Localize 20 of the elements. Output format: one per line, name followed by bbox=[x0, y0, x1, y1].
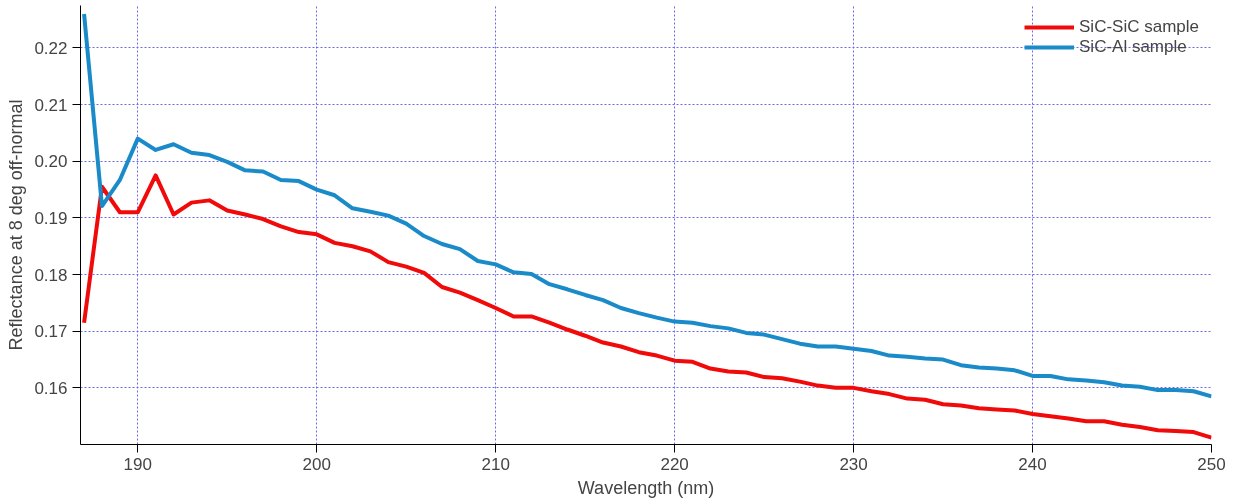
x-axis-title: Wavelength (nm) bbox=[577, 477, 715, 498]
x-tick-label: 200 bbox=[302, 454, 331, 474]
y-tick-label: 0.16 bbox=[34, 378, 68, 398]
x-tick-label: 210 bbox=[481, 454, 510, 474]
line-series bbox=[82, 173, 1212, 440]
x-tick-label: 250 bbox=[1197, 454, 1226, 474]
y-tick-label: 0.19 bbox=[34, 208, 68, 228]
y-tick-label: 0.20 bbox=[34, 152, 68, 172]
y-tick-label: 0.17 bbox=[34, 322, 68, 342]
x-tick-label: 230 bbox=[839, 454, 868, 474]
y-axis-title: Reflectance at 8 deg off-normal bbox=[6, 99, 27, 351]
y-tick-label: 0.18 bbox=[34, 265, 68, 285]
legend-label: SiC-SiC sample bbox=[1079, 17, 1199, 37]
y-tick-label: 0.21 bbox=[34, 95, 68, 115]
x-tick-label: 220 bbox=[660, 454, 689, 474]
x-tick-label: 240 bbox=[1018, 454, 1047, 474]
legend-label: SiC-Al sample bbox=[1079, 37, 1187, 57]
x-tick-label: 190 bbox=[123, 454, 152, 474]
y-tick-label: 0.22 bbox=[34, 38, 68, 58]
line-series bbox=[82, 12, 1212, 399]
